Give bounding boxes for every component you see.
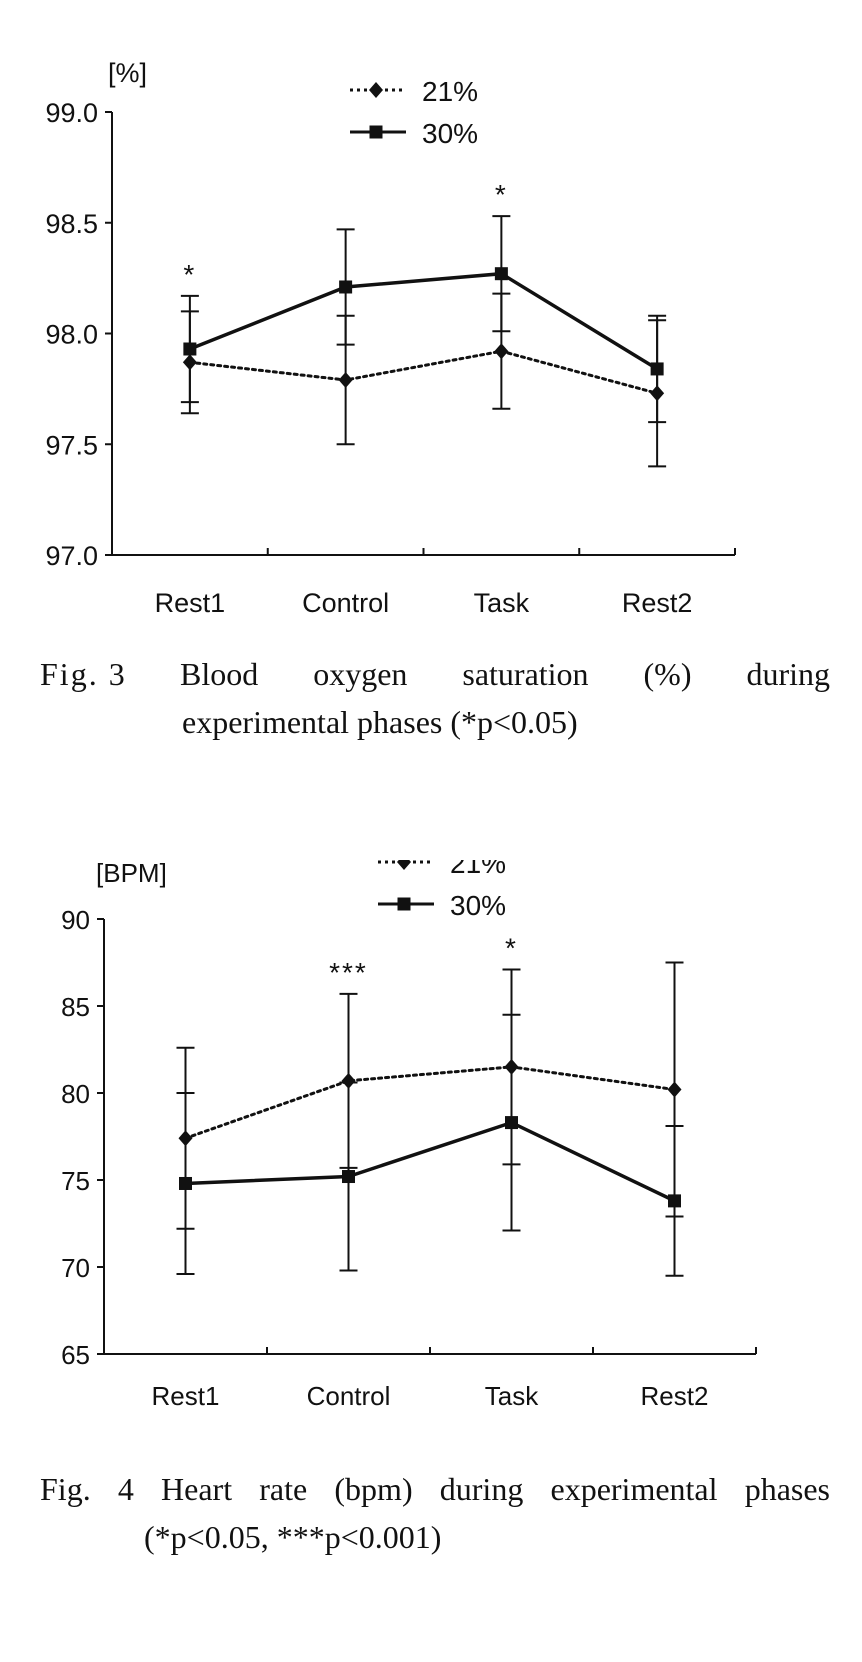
significance-marker: * (183, 259, 196, 290)
caption-fig4-line1: Fig. 4 Heart rate (bpm) during experimen… (40, 1471, 830, 1507)
significance-marker: * (495, 179, 508, 210)
data-point-30pct (505, 1116, 518, 1130)
data-point-30pct (668, 1194, 681, 1208)
data-point-21pct (338, 372, 353, 389)
x-tick-label: Control (302, 588, 389, 618)
legend-label-21pct: 21% (450, 860, 506, 879)
series-line-30pct (188, 271, 659, 371)
figure-3-caption: Fig. 3 Blood oxygen saturation (%) durin… (40, 650, 830, 746)
significance-marker: *** (329, 957, 368, 988)
x-tick-label: Rest1 (152, 1381, 220, 1411)
data-point-30pct (342, 1170, 355, 1184)
data-point-21pct (341, 1072, 356, 1089)
y-tick-label: 75 (61, 1166, 90, 1196)
caption-fig3-line2: experimental phases (*p<0.05) (182, 704, 578, 740)
y-tick-label: 99.0 (45, 98, 98, 128)
x-tick-label: Task (474, 588, 530, 618)
data-point-30pct (650, 362, 664, 376)
data-point-21pct (494, 343, 509, 360)
x-tick-label: Task (485, 1381, 539, 1411)
figure-4-caption: Fig. 4 Heart rate (bpm) during experimen… (40, 1465, 830, 1561)
y-tick-label: 97.5 (45, 430, 98, 460)
legend-label-21pct: 21% (422, 76, 478, 107)
data-point-30pct (179, 1176, 192, 1190)
y-tick-label: 98.5 (45, 209, 98, 239)
caption-fig3-line1: Blood oxygen saturation (%) during (180, 656, 830, 692)
data-point-30pct (183, 342, 197, 356)
y-tick-label: 70 (61, 1253, 90, 1283)
caption-fig3-label: Fig. 3 (40, 656, 127, 692)
legend-marker-30pct (397, 897, 411, 911)
legend-label-30pct: 30% (422, 118, 478, 149)
chart-oxygen-saturation: 97.0 97.5 98.0 98.5 99.0 Rest1 Control Task Rest… (45, 58, 736, 618)
data-point-30pct (494, 267, 508, 281)
y-tick-label: 85 (61, 992, 90, 1022)
legend-marker-30pct (369, 125, 383, 139)
legend-marker-21pct (397, 860, 411, 870)
y-tick-label: 98.0 (45, 320, 98, 350)
y-tick-label: 80 (61, 1079, 90, 1109)
data-point-30pct (339, 280, 353, 294)
significance-marker: * (505, 932, 518, 963)
y-tick-label: 90 (61, 905, 90, 935)
legend-label-30pct: 30% (450, 890, 506, 921)
x-tick-label: Rest2 (622, 588, 693, 618)
caption-fig4-line2: (*p<0.05, ***p<0.001) (144, 1519, 442, 1555)
y-unit-label: [BPM] (96, 860, 167, 888)
series-line-21pct (188, 349, 659, 395)
x-tick-label: Rest2 (641, 1381, 709, 1411)
x-tick-label: Rest1 (155, 588, 226, 618)
data-point-21pct (667, 1081, 682, 1098)
series-line-21pct (184, 1065, 676, 1140)
y-tick-label: 65 (61, 1340, 90, 1370)
legend-marker-21pct (369, 82, 383, 98)
y-unit-label: [%] (108, 58, 147, 88)
y-tick-label: 97.0 (45, 541, 98, 571)
series-line-30pct (183, 1120, 677, 1203)
x-tick-label: Control (307, 1381, 391, 1411)
